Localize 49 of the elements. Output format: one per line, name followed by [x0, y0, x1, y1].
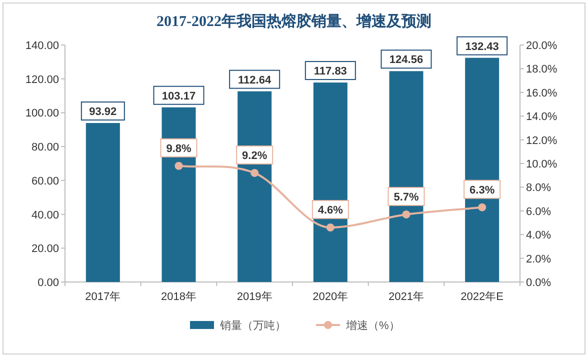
point — [402, 210, 410, 218]
data-label: 117.83 — [314, 66, 347, 78]
y2-tick-label: 16.0% — [526, 87, 558, 100]
y-tick-label: 60.00 — [31, 175, 59, 188]
y-tick-label: 80.00 — [31, 142, 59, 154]
bar — [465, 58, 500, 282]
y2-tick-label: 14.0% — [526, 111, 558, 124]
y-tick-label: 100.00 — [25, 108, 59, 120]
y-tick-label: 0.00 — [38, 277, 59, 289]
data-label: 112.64 — [238, 74, 272, 86]
point — [478, 203, 486, 212]
y-tick-label: 40.00 — [31, 209, 59, 222]
y-tick-label: 20.00 — [31, 243, 59, 256]
bar — [389, 71, 424, 282]
data-label: 93.92 — [89, 106, 117, 118]
bar — [313, 82, 348, 282]
y-tick-label: 120.00 — [25, 74, 59, 86]
legend-label: 增速（%） — [345, 319, 400, 332]
bar — [162, 107, 196, 282]
x-tick-label: 2021年 — [388, 291, 424, 303]
data-label: 5.7% — [394, 191, 419, 204]
y2-tick-label: 12.0% — [526, 134, 558, 147]
y-tick-label: 140.00 — [25, 40, 59, 52]
data-label: 132.43 — [465, 40, 499, 53]
data-label: 9.8% — [166, 142, 192, 155]
x-tick-label: 2019年 — [236, 291, 272, 303]
y2-tick-label: 2.0% — [526, 253, 552, 266]
legend-label: 销量（万吨） — [219, 319, 286, 332]
data-label: 124.56 — [389, 54, 424, 66]
bar — [86, 123, 120, 282]
y2-tick-label: 0.0% — [526, 277, 552, 289]
data-label: 4.6% — [318, 204, 344, 216]
data-label: 6.3% — [470, 184, 495, 196]
x-tick-label: 2020年 — [312, 291, 348, 303]
y2-tick-label: 18.0% — [526, 64, 558, 76]
y2-tick-label: 4.0% — [526, 230, 552, 242]
data-label: 103.17 — [162, 90, 196, 102]
point — [326, 223, 334, 232]
y2-tick-label: 20.0% — [526, 40, 558, 52]
point — [250, 168, 259, 177]
point — [174, 162, 183, 170]
y2-tick-label: 8.0% — [526, 182, 552, 194]
data-label: 9.2% — [242, 150, 268, 162]
chart-title: 2017-2022年我国热熔胶销量、增速及预测 — [156, 12, 432, 30]
x-tick-label: 2022年E — [460, 291, 504, 303]
x-tick-label: 2017年 — [85, 291, 121, 303]
y2-tick-label: 10.0% — [526, 158, 558, 170]
x-tick-label: 2018年 — [161, 291, 196, 303]
y2-tick-label: 6.0% — [526, 206, 552, 218]
